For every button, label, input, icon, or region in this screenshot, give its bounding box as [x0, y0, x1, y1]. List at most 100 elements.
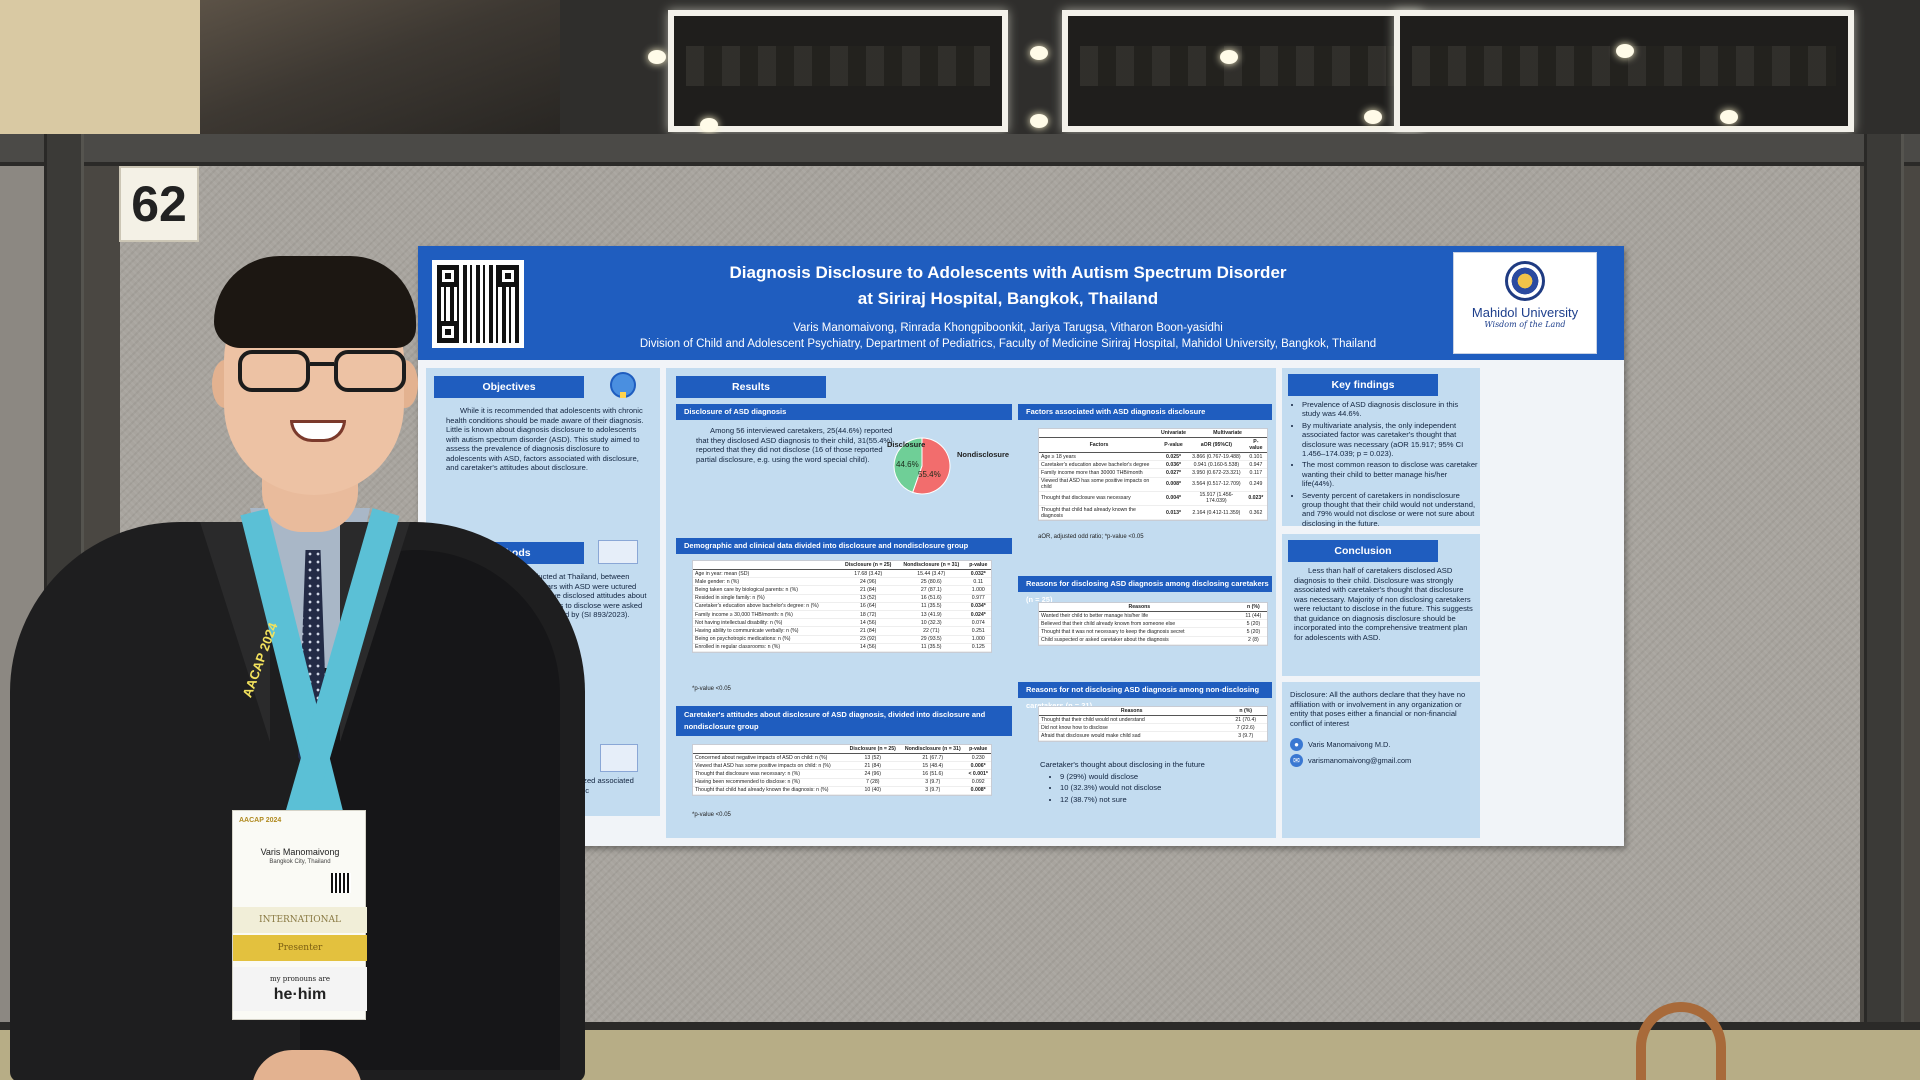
reasons-not-row: Afraid that disclosure would make child …	[1039, 731, 1267, 741]
reasons-not-cell: 21 (70.4)	[1224, 715, 1267, 725]
factors-cell: Caretaker's education above bachelor's d…	[1039, 460, 1159, 470]
key-finding-item: Prevalence of ASD diagnosis disclosure i…	[1302, 400, 1478, 419]
ceiling	[0, 0, 1920, 150]
demographic-cell: Enrolled in regular classrooms: n (%)	[693, 643, 840, 652]
reasons-disclose-cell: Child suspected or asked caretaker about…	[1039, 636, 1240, 645]
lightbulb-icon	[610, 372, 636, 398]
ceiling-spotlight	[648, 50, 666, 64]
left-lens	[238, 350, 310, 392]
attitude-cell: 7 (28)	[845, 778, 901, 787]
factors-group-row: Univariate Multivariate	[1039, 429, 1267, 438]
reasons-disclose-table: Reasons n (%) Wanted their child to better…	[1038, 602, 1268, 646]
reasons-not-cell: Afraid that disclosure would make child …	[1039, 731, 1225, 741]
reasons-disclose-subheading: Reasons for disclosing ASD diagnosis amo…	[1018, 576, 1272, 604]
factors-row: Age ≥ 18 years 0.025* 3.866 (0.767-19.488)…	[1039, 452, 1267, 462]
ceiling-spotlight	[1616, 44, 1634, 58]
factors-cell: 3.866 (0.767-19.488)	[1188, 452, 1245, 462]
contact-name-row: ● Varis Manomaivong M.D.	[1290, 738, 1390, 751]
demographic-cell: 22 (71)	[897, 626, 966, 636]
reasons-disclose-table-head: Reasons n (%)	[1039, 603, 1267, 612]
ceiling-spotlight	[700, 118, 718, 132]
attitude-cell: 3 (9.7)	[900, 778, 966, 787]
factors-header-cell: P-value	[1244, 437, 1267, 453]
demographic-cell: 23 (92)	[839, 635, 898, 644]
reasons-disclose-cell: 11 (44)	[1239, 611, 1267, 621]
factors-cell: Thought that child had already known the…	[1039, 505, 1159, 521]
reasons-not-cell: 3 (9.7)	[1224, 731, 1267, 741]
attitude-cell: Thought that disclosure was necessary: n…	[693, 769, 846, 779]
demographic-table-head: Disclosure (n = 25) Nondisclosure (n = 31…	[693, 561, 991, 570]
key-finding-item: Seventy percent of caretakers in nondisc…	[1302, 491, 1478, 529]
factors-header-cell: P-value	[1158, 437, 1189, 453]
ceiling-light-panel	[1062, 10, 1422, 132]
reasons-disclose-cell: 5 (20)	[1239, 619, 1267, 629]
factors-row: Viewed that ASD has some positive impact…	[1039, 477, 1267, 492]
poster-title-line-1: Diagnosis Disclosure to Adolescents with…	[729, 263, 1287, 282]
factors-cell: 0.117	[1244, 468, 1267, 478]
poster-header: Diagnosis Disclosure to Adolescents with…	[418, 246, 1624, 360]
glasses-bridge	[310, 362, 334, 366]
board-bottom-rail	[0, 1022, 1920, 1032]
factors-table-head: Factors P-value aOR (95%CI) P-value	[1039, 437, 1267, 453]
demographic-row: Resided in single family: n (%) 13 (52) 16…	[693, 594, 991, 603]
factors-cell: Thought that disclosure was necessary	[1039, 491, 1159, 506]
key-findings-list: Prevalence of ASD diagnosis disclosure i…	[1292, 400, 1478, 530]
reasons-disclose-table-body: Wanted their child to better manage his/…	[1039, 611, 1267, 645]
board-post	[1864, 134, 1904, 1054]
factors-cell: Age ≥ 18 years	[1039, 452, 1159, 462]
contact-email-row: ✉ varismanomaivong@gmail.com	[1290, 754, 1411, 767]
university-name: Mahidol University	[1471, 305, 1579, 320]
conclusion-text: Less than half of caretakers disclosed A…	[1294, 566, 1473, 642]
factors-cell: 0.947	[1244, 460, 1267, 470]
wooden-chair[interactable]	[1636, 1002, 1726, 1080]
reasons-not-cell: 7 (22.6)	[1224, 723, 1267, 733]
hall-wall	[0, 0, 200, 150]
demographic-row: Having ability to communicate verbally: …	[693, 626, 991, 636]
attitude-row: Viewed that ASD has some positive impact…	[693, 761, 991, 771]
demographic-cell: Being on psychotropic medications: n (%)	[693, 635, 840, 644]
disclosure-panel	[1282, 682, 1480, 838]
factors-cell: 0.101	[1244, 452, 1267, 462]
glasses-icon	[238, 350, 408, 394]
demographic-cell: 0.977	[965, 594, 991, 603]
poster-affiliation: Division of Child and Adolescent Psychia…	[639, 338, 1377, 350]
attitude-header-cell: p-value	[965, 745, 991, 754]
demographic-cell: Family income ≥ 30,000 THB/month: n (%)	[693, 610, 840, 620]
ribbon-presenter: Presenter	[233, 935, 367, 961]
ceiling-spotlight	[1030, 114, 1048, 128]
factors-cell: 0.362	[1244, 505, 1267, 521]
demographic-header-cell: p-value	[965, 561, 991, 570]
name-badge: AACAP 2024 Varis Manomaivong Bangkok Cit…	[232, 810, 367, 1020]
demographic-cell: 15.44 (3.47)	[897, 569, 966, 579]
factors-header-cell: aOR (95%CI)	[1188, 437, 1245, 453]
demographic-cell: 25 (80.6)	[897, 577, 966, 587]
demographic-header-cell: Disclosure (n = 25)	[839, 561, 898, 570]
future-item: 9 (29%) would disclose	[1060, 772, 1270, 781]
demographic-header-cell	[693, 561, 840, 570]
demographic-cell: Resided in single family: n (%)	[693, 594, 840, 603]
attitude-cell: 21 (67.7)	[900, 753, 966, 763]
disclosure-subheading: Disclosure of ASD diagnosis	[676, 404, 1012, 420]
factors-cell: Family income more than 30000 THB/month	[1039, 468, 1159, 478]
factors-cell: 0.036*	[1158, 460, 1189, 470]
attitude-cell: 0.230	[965, 753, 991, 763]
demographic-cell: 29 (93.5)	[897, 635, 966, 644]
conclusion-heading: Conclusion	[1288, 540, 1438, 562]
factors-cell: 0.023*	[1244, 491, 1267, 506]
pie-pct-disclosure: 44.6%	[896, 460, 919, 469]
demographic-cell: 0.074	[965, 618, 991, 628]
demographic-cell: 21 (84)	[839, 626, 898, 636]
analysis-icon	[600, 744, 638, 772]
objectives-heading: Objectives	[434, 376, 584, 398]
reasons-disclose-cell: 5 (20)	[1239, 627, 1267, 637]
contact-email: varismanomaivong@gmail.com	[1308, 756, 1412, 765]
person-icon: ●	[1290, 738, 1303, 751]
demographic-cell: Caretaker's education above bachelor's d…	[693, 602, 840, 611]
interview-icon	[598, 540, 638, 564]
future-item: 10 (32.3%) would not disclose	[1060, 783, 1270, 792]
reasons-disclose-header-cell: n (%)	[1239, 603, 1267, 612]
attitude-row: Thought that child had already known the…	[693, 786, 991, 795]
reasons-not-row: Did not know how to disclose 7 (22.6)	[1039, 723, 1267, 733]
reasons-not-table-head: Reasons n (%)	[1039, 707, 1267, 716]
ceiling-spotlight	[1220, 50, 1238, 64]
